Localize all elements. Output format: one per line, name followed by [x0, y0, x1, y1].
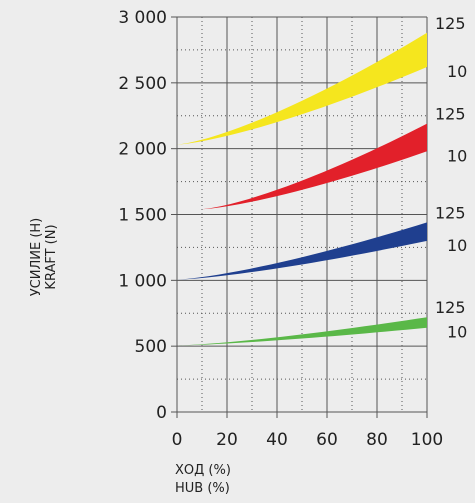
y-tick-label: 0 — [156, 403, 167, 423]
axes — [171, 16, 428, 418]
y-tick-label: 500 — [135, 337, 167, 357]
band-2-lower-label: 10 — [447, 146, 467, 165]
y-axis-label-line-1: УСИЛИЕ (Н) — [29, 218, 44, 297]
band-3-upper-label: 125 — [435, 203, 466, 222]
band-4-lower-label: 10 — [447, 323, 467, 342]
y-axis-label-line-2: KRAFT (N) — [44, 224, 59, 289]
force-band-3 — [177, 222, 427, 280]
x-tick-label: 0 — [172, 430, 183, 450]
x-tick-label: 80 — [366, 430, 388, 450]
x-tick-label: 60 — [316, 430, 338, 450]
band-2-upper-label: 125 — [435, 105, 466, 124]
y-tick-label: 3 000 — [118, 8, 167, 28]
y-tick-label: 2 000 — [118, 140, 167, 160]
band-labels: 125 10 125 10 125 10 125 10 — [435, 14, 467, 342]
x-tick-label: 100 — [411, 430, 443, 450]
y-axis-label: УСИЛИЕ (Н) KRAFT (N) — [29, 218, 59, 297]
x-tick-labels: 0 20 40 60 80 100 — [172, 430, 444, 450]
bands — [177, 32, 427, 346]
y-tick-label: 2 500 — [118, 74, 167, 94]
x-axis-label-line-2: HUB (%) — [175, 481, 230, 496]
y-tick-label: 1 000 — [118, 271, 167, 291]
y-tick-label: 1 500 — [118, 206, 167, 226]
band-3-lower-label: 10 — [447, 236, 467, 255]
x-tick-label: 40 — [266, 430, 288, 450]
x-tick-label: 20 — [216, 430, 238, 450]
band-1-lower-label: 10 — [447, 62, 467, 81]
force-band-4 — [177, 317, 427, 346]
force-band-2 — [202, 123, 427, 210]
band-4-upper-label: 125 — [435, 298, 466, 317]
x-axis-label-line-1: ХОД (%) — [175, 463, 231, 478]
band-1-upper-label: 125 — [435, 14, 466, 33]
y-tick-labels: 0 500 1 000 1 500 2 000 2 500 3 000 — [118, 8, 167, 423]
